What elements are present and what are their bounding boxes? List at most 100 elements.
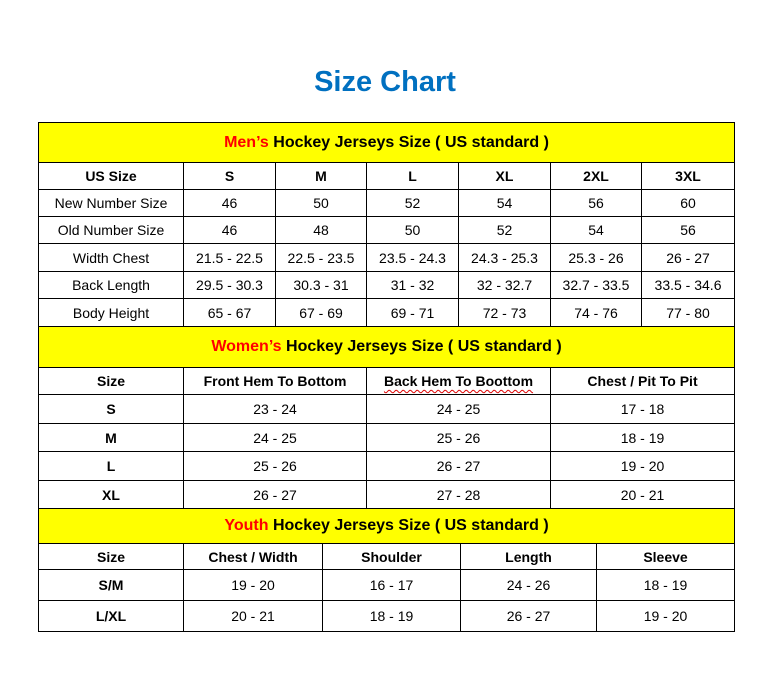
table-cell: 20 - 21 <box>183 600 323 632</box>
table-cell: 32.7 - 33.5 <box>550 271 642 299</box>
table-cell: 30.3 - 31 <box>275 271 367 299</box>
row-label: Body Height <box>38 298 184 327</box>
column-header: Size <box>38 543 184 570</box>
table-cell: 67 - 69 <box>275 298 367 327</box>
table-cell: 60 <box>640 189 736 217</box>
table-cell: 48 <box>275 216 367 244</box>
table-row: L 25 - 26 26 - 27 19 - 20 <box>38 451 736 481</box>
table-cell: 25 - 26 <box>183 451 367 481</box>
table-row: S/M 19 - 20 16 - 17 24 - 26 18 - 19 <box>38 569 736 601</box>
table-cell: 26 - 27 <box>366 451 551 481</box>
table-cell: 19 - 20 <box>183 569 323 601</box>
womens-size-table: Women’s Hockey Jerseys Size ( US standar… <box>37 326 736 509</box>
table-cell: 52 <box>366 189 459 217</box>
table-cell: 72 - 73 <box>458 298 551 327</box>
table-row: M 24 - 25 25 - 26 18 - 19 <box>38 423 736 452</box>
table-cell: 23.5 - 24.3 <box>366 243 459 272</box>
table-cell: 19 - 20 <box>595 600 736 632</box>
row-label: M <box>38 423 184 452</box>
section-heading-accent: Women’s <box>211 338 282 355</box>
table-cell: 27 - 28 <box>366 480 551 509</box>
table-cell: 56 <box>550 189 642 217</box>
table-cell: 29.5 - 30.3 <box>183 271 276 299</box>
women-section-heading: Women’s Hockey Jerseys Size ( US standar… <box>37 326 736 368</box>
column-header: Length <box>460 543 597 570</box>
table-row: New Number Size 46 50 52 54 56 60 <box>38 189 736 217</box>
table-cell: 24 - 26 <box>460 569 597 601</box>
table-cell: 46 <box>183 189 276 217</box>
table-row: XL 26 - 27 27 - 28 20 - 21 <box>38 480 736 509</box>
table-row: Back Length 29.5 - 30.3 30.3 - 31 31 - 32 32… <box>38 271 736 299</box>
row-label: L <box>38 451 184 481</box>
table-cell: 77 - 80 <box>640 298 736 327</box>
table-row: L/XL 20 - 21 18 - 19 26 - 27 19 - 20 <box>38 600 736 632</box>
table-cell: 19 - 20 <box>549 451 736 481</box>
section-heading-accent: Men’s <box>224 133 269 151</box>
table-cell: 33.5 - 34.6 <box>640 271 736 299</box>
mens-size-table: Men’s Hockey Jerseys Size ( US standard … <box>37 122 736 327</box>
column-header: Size <box>38 367 184 395</box>
youth-section-heading: Youth Hockey Jerseys Size ( US standard … <box>37 508 736 544</box>
table-cell: 16 - 17 <box>322 569 461 601</box>
table-cell: 26 - 27 <box>640 243 736 272</box>
table-cell: 56 <box>640 216 736 244</box>
column-header: Front Hem To Bottom <box>183 367 367 395</box>
table-cell: 17 - 18 <box>549 394 736 424</box>
table-cell: 74 - 76 <box>550 298 642 327</box>
section-heading-text: Hockey Jerseys Size ( US standard ) <box>268 517 549 534</box>
row-label: S <box>38 394 184 424</box>
men-section-heading: Men’s Hockey Jerseys Size ( US standard … <box>37 122 736 163</box>
table-cell: 24 - 25 <box>183 423 367 452</box>
table-row: Body Height 65 - 67 67 - 69 69 - 71 72 - 73 7… <box>38 298 736 327</box>
column-header: Chest / Width <box>183 543 323 570</box>
page-title: Size Chart <box>314 66 456 98</box>
table-row: Old Number Size 46 48 50 52 54 56 <box>38 216 736 244</box>
youth-size-table: Youth Hockey Jerseys Size ( US standard … <box>37 508 736 632</box>
row-label: L/XL <box>38 600 184 632</box>
row-label: XL <box>38 480 184 509</box>
table-cell: 54 <box>458 189 551 217</box>
table-cell: 24.3 - 25.3 <box>458 243 551 272</box>
table-cell: 23 - 24 <box>183 394 367 424</box>
table-cell: 25.3 - 26 <box>550 243 642 272</box>
table-cell: 26 - 27 <box>183 480 367 509</box>
column-header-text: Back Hem To Boottom <box>383 373 534 389</box>
table-cell: 46 <box>183 216 276 244</box>
table-cell: 50 <box>366 216 459 244</box>
table-cell: 25 - 26 <box>366 423 551 452</box>
column-header: Chest / Pit To Pit <box>549 367 736 395</box>
table-cell: 31 - 32 <box>366 271 459 299</box>
column-header: 2XL <box>550 162 642 190</box>
column-header: S <box>183 162 276 190</box>
table-row: Width Chest 21.5 - 22.5 22.5 - 23.5 23.5 - … <box>38 243 736 272</box>
header-row: Size Front Hem To Bottom Back Hem To Boott… <box>38 367 736 395</box>
header-row: US Size S M L XL 2XL 3XL <box>38 162 736 190</box>
column-header: Shoulder <box>322 543 461 570</box>
column-header: US Size <box>38 162 184 190</box>
section-heading-text: Hockey Jerseys Size ( US standard ) <box>281 338 562 355</box>
table-cell: 18 - 19 <box>549 423 736 452</box>
row-label: S/M <box>38 569 184 601</box>
column-header: XL <box>458 162 551 190</box>
section-heading-text: Hockey Jerseys Size ( US standard ) <box>268 133 549 151</box>
table-cell: 26 - 27 <box>460 600 597 632</box>
table-cell: 18 - 19 <box>322 600 461 632</box>
table-cell: 54 <box>550 216 642 244</box>
column-header: L <box>366 162 459 190</box>
table-cell: 50 <box>275 189 367 217</box>
row-label: Back Length <box>38 271 184 299</box>
table-row: S 23 - 24 24 - 25 17 - 18 <box>38 394 736 424</box>
table-cell: 21.5 - 22.5 <box>183 243 276 272</box>
table-cell: 69 - 71 <box>366 298 459 327</box>
table-cell: 18 - 19 <box>595 569 736 601</box>
table-cell: 32 - 32.7 <box>458 271 551 299</box>
header-row: Size Chest / Width Shoulder Length Sleeve <box>38 543 736 570</box>
column-header: 3XL <box>640 162 736 190</box>
table-cell: 20 - 21 <box>549 480 736 509</box>
row-label: Width Chest <box>38 243 184 272</box>
column-header: Back Hem To Boottom <box>366 367 551 395</box>
table-cell: 52 <box>458 216 551 244</box>
table-cell: 24 - 25 <box>366 394 551 424</box>
row-label: New Number Size <box>38 189 184 217</box>
section-heading-accent: Youth <box>224 517 269 534</box>
